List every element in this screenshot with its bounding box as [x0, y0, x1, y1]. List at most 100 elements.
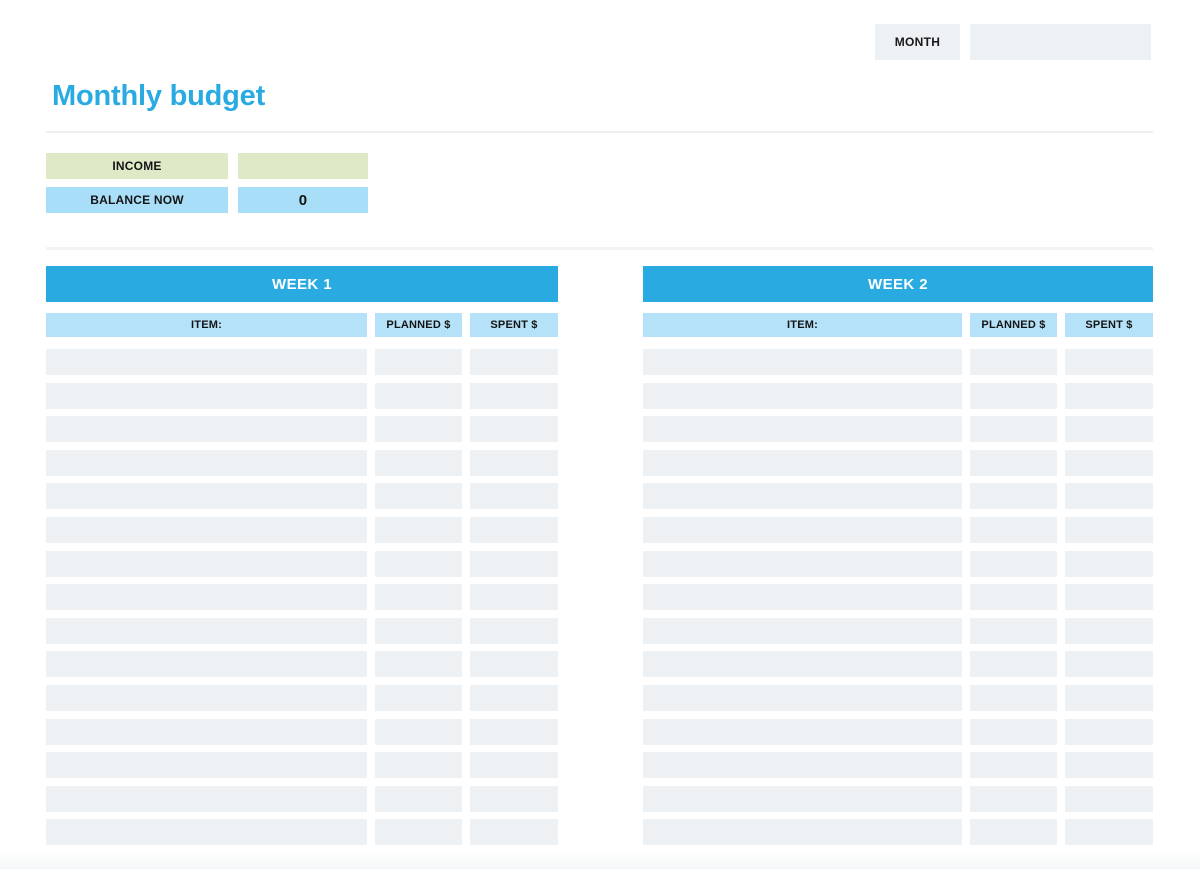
spent-cell[interactable]	[470, 584, 558, 611]
item-cell[interactable]	[643, 349, 962, 375]
item-cell[interactable]	[46, 550, 367, 577]
planned-cell[interactable]	[970, 449, 1057, 476]
planned-cell[interactable]	[375, 416, 462, 443]
item-cell[interactable]	[643, 382, 962, 409]
planned-cell[interactable]	[970, 516, 1057, 543]
planned-cell[interactable]	[970, 416, 1057, 443]
planned-cell[interactable]	[970, 819, 1057, 846]
item-cell[interactable]	[643, 684, 962, 711]
item-cell[interactable]	[46, 349, 367, 375]
planned-cell[interactable]	[375, 651, 462, 678]
spent-cell[interactable]	[1065, 382, 1153, 409]
planned-cell[interactable]	[970, 382, 1057, 409]
spent-cell[interactable]	[470, 718, 558, 745]
planned-cell[interactable]	[375, 785, 462, 812]
spent-cell[interactable]	[1065, 617, 1153, 644]
item-cell[interactable]	[643, 651, 962, 678]
item-cell[interactable]	[643, 752, 962, 779]
spent-cell[interactable]	[1065, 516, 1153, 543]
item-cell[interactable]	[46, 718, 367, 745]
item-cell[interactable]	[643, 785, 962, 812]
page-title: Monthly budget	[52, 80, 266, 112]
planned-cell[interactable]	[970, 617, 1057, 644]
spent-cell[interactable]	[470, 483, 558, 510]
item-cell[interactable]	[46, 449, 367, 476]
spent-cell[interactable]	[1065, 416, 1153, 443]
spent-cell[interactable]	[1065, 651, 1153, 678]
planned-cell[interactable]	[375, 819, 462, 846]
item-cell[interactable]	[643, 819, 962, 846]
planned-cell[interactable]	[970, 349, 1057, 375]
planned-cell[interactable]	[970, 684, 1057, 711]
spent-cell[interactable]	[1065, 718, 1153, 745]
spent-cell[interactable]	[470, 349, 558, 375]
spent-cell[interactable]	[1065, 349, 1153, 375]
spent-cell[interactable]	[1065, 483, 1153, 510]
item-cell[interactable]	[46, 584, 367, 611]
section-divider	[46, 247, 1153, 250]
spent-cell[interactable]	[470, 516, 558, 543]
income-input-cell[interactable]	[238, 153, 368, 179]
item-cell[interactable]	[643, 584, 962, 611]
spent-cell[interactable]	[1065, 785, 1153, 812]
planned-cell[interactable]	[375, 584, 462, 611]
planned-cell[interactable]	[375, 752, 462, 779]
item-cell[interactable]	[643, 617, 962, 644]
item-cell[interactable]	[46, 752, 367, 779]
spent-cell[interactable]	[470, 684, 558, 711]
planned-cell[interactable]	[375, 382, 462, 409]
planned-cell[interactable]	[970, 584, 1057, 611]
income-label: INCOME	[46, 153, 228, 179]
spent-cell[interactable]	[470, 651, 558, 678]
planned-cell[interactable]	[375, 617, 462, 644]
planned-cell[interactable]	[970, 718, 1057, 745]
balance-now-label: BALANCE NOW	[46, 187, 228, 213]
planned-cell[interactable]	[375, 516, 462, 543]
planned-cell[interactable]	[375, 550, 462, 577]
spent-cell[interactable]	[1065, 684, 1153, 711]
week-1-rows	[46, 349, 558, 846]
spent-cell[interactable]	[470, 785, 558, 812]
spent-cell[interactable]	[470, 382, 558, 409]
item-cell[interactable]	[643, 483, 962, 510]
spent-cell[interactable]	[1065, 550, 1153, 577]
planned-cell[interactable]	[375, 483, 462, 510]
planned-cell[interactable]	[375, 718, 462, 745]
planned-cell[interactable]	[375, 684, 462, 711]
spent-cell[interactable]	[470, 752, 558, 779]
month-input-cell[interactable]	[970, 24, 1151, 60]
spent-cell[interactable]	[470, 550, 558, 577]
spent-cell[interactable]	[470, 449, 558, 476]
planned-cell[interactable]	[970, 483, 1057, 510]
item-cell[interactable]	[643, 550, 962, 577]
planned-cell[interactable]	[970, 785, 1057, 812]
item-cell[interactable]	[643, 449, 962, 476]
item-cell[interactable]	[46, 684, 367, 711]
spent-cell[interactable]	[1065, 449, 1153, 476]
planned-cell[interactable]	[970, 651, 1057, 678]
item-cell[interactable]	[643, 718, 962, 745]
planned-cell[interactable]	[375, 349, 462, 375]
item-cell[interactable]	[46, 382, 367, 409]
spent-cell[interactable]	[470, 416, 558, 443]
item-cell[interactable]	[46, 416, 367, 443]
planned-cell[interactable]	[375, 449, 462, 476]
planned-cell[interactable]	[970, 752, 1057, 779]
spent-cell[interactable]	[1065, 584, 1153, 611]
item-cell[interactable]	[46, 785, 367, 812]
item-column-header: ITEM:	[643, 313, 962, 337]
item-cell[interactable]	[46, 651, 367, 678]
balance-now-value-cell[interactable]: 0	[238, 187, 368, 213]
spent-cell[interactable]	[470, 617, 558, 644]
item-cell[interactable]	[46, 819, 367, 846]
item-cell[interactable]	[46, 516, 367, 543]
spent-cell[interactable]	[470, 819, 558, 846]
spent-cell[interactable]	[1065, 819, 1153, 846]
spent-cell[interactable]	[1065, 752, 1153, 779]
item-cell[interactable]	[643, 416, 962, 443]
item-cell[interactable]	[643, 516, 962, 543]
item-cell[interactable]	[46, 483, 367, 510]
item-cell[interactable]	[46, 617, 367, 644]
week-2-rows	[643, 349, 1153, 846]
planned-cell[interactable]	[970, 550, 1057, 577]
